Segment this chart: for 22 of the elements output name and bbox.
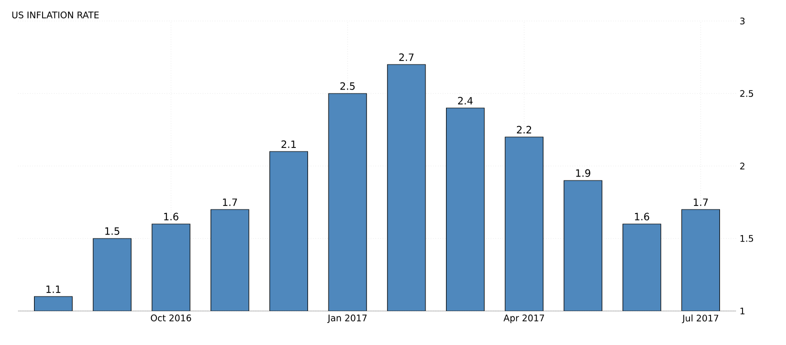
data-label: 1.7	[223, 198, 237, 206]
y-tick-label: 1	[740, 308, 744, 314]
y-tick-label: 2	[740, 162, 744, 170]
y-tick-label: 1.5	[740, 235, 754, 242]
data-label: 1.5	[105, 227, 120, 235]
data-label: 1.6	[634, 212, 650, 220]
data-label: 1.9	[576, 169, 590, 177]
chart-title: US INFLATION RATE	[12, 12, 99, 18]
data-label: 1.6	[164, 212, 178, 220]
data-label: 2.1	[282, 140, 296, 148]
x-tick-label: Oct 2016	[150, 314, 192, 322]
data-label: 2.4	[458, 96, 473, 104]
x-tick-label: Jan 2017	[327, 314, 367, 324]
data-label: 2.5	[340, 82, 355, 90]
x-tick-label: Jul 2017	[682, 314, 718, 324]
y-tick-label: 3	[740, 18, 745, 24]
data-label: 2.7	[399, 53, 414, 61]
data-label: 1.7	[694, 198, 708, 206]
data-label: 1.1	[46, 286, 60, 293]
y-tick-label: 2.5	[740, 90, 754, 97]
x-tick-label: Apr 2017	[504, 314, 544, 324]
data-label: 2.2	[516, 126, 532, 134]
